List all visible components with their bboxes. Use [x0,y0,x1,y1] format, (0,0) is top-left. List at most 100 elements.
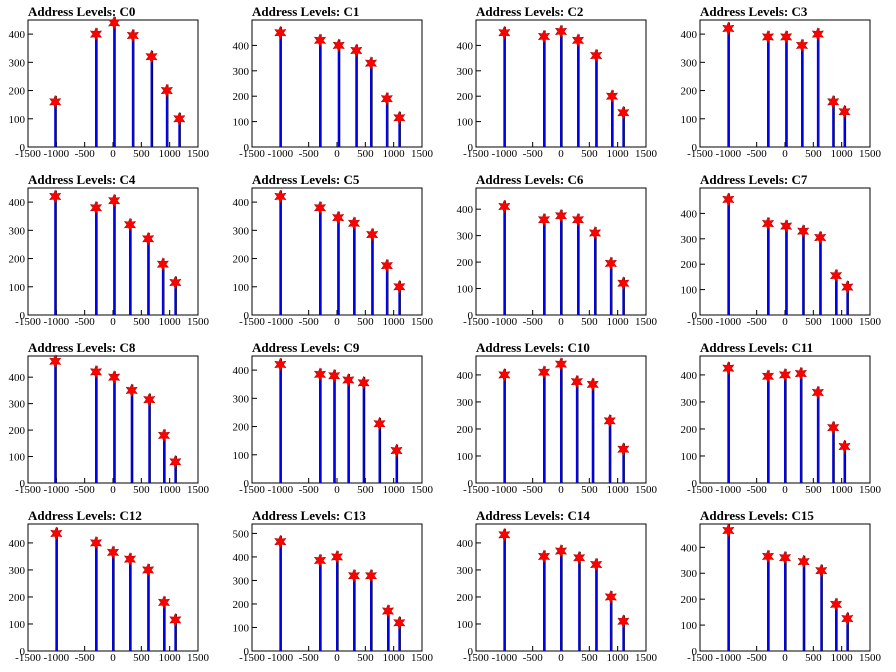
y-tick-label: 300 [457,231,474,243]
star-marker-icon [617,442,630,457]
peak-bar [95,34,97,147]
y-tick-label: 400 [233,197,250,209]
x-tick-label: -1000 [267,484,293,496]
star-marker-icon [332,38,345,53]
x-tick-label: 1000 [383,652,406,664]
chart-panel: Address Levels: C15 0 100 200 300 400 -1500 -10… [672,504,896,672]
peak-bar [54,196,57,315]
y-tick-label: 400 [9,197,26,209]
peak-bar [55,533,58,651]
y-tick-label: 200 [9,86,26,98]
x-tick-label: -1000 [491,316,517,328]
x-tick-label: 1500 [411,652,434,664]
peak-bar [819,237,822,315]
chart-plot: 0 100 200 300 400 -1500 -1000 -500 0 500 1000 1500 [681,19,882,160]
x-tick-label: -1500 [463,484,489,496]
star-marker-icon [589,48,603,63]
star-marker-icon [347,568,361,583]
x-tick-label: 500 [133,652,150,664]
y-tick-label: 100 [233,622,250,634]
peak-bar [503,534,506,651]
chart-panel: Address Levels: C9 0 100 200 300 400 -1500 -100… [224,336,448,504]
peak-bar [767,556,769,651]
x-tick-label: 500 [133,148,150,160]
x-tick-label: 1000 [607,484,630,496]
x-tick-label: -500 [75,316,96,328]
y-tick-label: 400 [9,372,26,384]
peak-bar [378,423,381,483]
plot-frame [27,19,199,148]
chart-title: Address Levels: C5 [252,172,360,187]
peak-bar [543,219,545,315]
x-tick-label: -1000 [43,652,69,664]
star-marker-icon [603,413,616,428]
y-tick-label: 400 [457,370,474,382]
chart-plot: 0 100 200 300 400 -1500 -1000 -500 0 500 1000 1500 [681,523,882,664]
star-marker-icon [141,231,155,246]
chart-panel: Address Levels: C5 0 100 200 300 400 -1500 -100… [224,168,448,336]
y-tick-label: 100 [457,284,474,296]
y-tick-label: 200 [233,422,250,434]
x-tick-label: 1500 [635,316,658,328]
y-tick-label: 300 [457,66,474,78]
y-tick-label: 300 [233,225,250,237]
peak-bar [95,207,97,315]
x-tick-label: -1000 [715,484,741,496]
star-marker-icon [330,549,344,565]
x-tick-label: 500 [581,316,598,328]
peak-bar [622,112,625,147]
y-tick-label: 200 [233,91,250,103]
y-tick-label: 200 [681,259,698,271]
plot-frame [27,187,199,316]
x-tick-label: -1500 [463,652,489,664]
x-tick-label: -500 [299,652,320,664]
peak-bar [767,223,769,315]
x-tick-label: 0 [558,484,564,496]
peak-bar [727,28,730,147]
star-marker-icon [342,372,355,388]
star-marker-icon [331,210,345,225]
peak-bar [802,231,805,315]
star-marker-icon [106,545,120,560]
x-tick-label: -1000 [267,652,293,664]
peak-bar [767,36,769,147]
x-tick-label: -500 [75,484,96,496]
star-marker-icon [498,25,511,40]
x-tick-label: -1000 [491,148,517,160]
peak-bar [785,226,788,315]
star-marker-icon [160,83,174,98]
x-tick-label: 0 [782,316,788,328]
y-tick-label: 400 [9,538,26,550]
peak-bar [319,560,321,651]
plot-frame [251,19,423,148]
peak-bar [543,36,545,148]
y-tick-label: 100 [681,114,698,126]
y-tick-label: 0 [692,310,698,322]
y-tick-label: 500 [233,528,250,540]
peak-bar [835,275,837,315]
x-tick-label: 0 [110,316,116,328]
chart-title: Address Levels: C14 [476,508,590,523]
peak-bar [113,22,116,148]
y-tick-label: 0 [468,310,474,322]
chart-plot: 0 100 200 300 400 -1500 -1000 -500 0 500 1000 1500 [9,523,210,664]
peak-bar [785,36,788,147]
y-tick-label: 200 [681,86,698,98]
y-tick-label: 0 [244,646,250,658]
peak-bar [846,287,849,315]
y-tick-label: 400 [681,208,698,220]
x-tick-label: 0 [334,148,340,160]
x-tick-label: 500 [805,316,822,328]
x-tick-label: 0 [110,148,116,160]
y-tick-label: 100 [233,117,250,129]
x-tick-label: -1500 [687,316,713,328]
y-tick-label: 300 [9,399,26,411]
peak-bar [319,40,321,147]
star-marker-icon [589,557,603,572]
y-tick-label: 400 [457,538,474,550]
peak-bar [319,207,321,315]
peak-bar [608,420,611,483]
y-tick-label: 100 [233,450,250,462]
x-tick-label: 1000 [159,316,182,328]
star-marker-icon [89,535,103,551]
